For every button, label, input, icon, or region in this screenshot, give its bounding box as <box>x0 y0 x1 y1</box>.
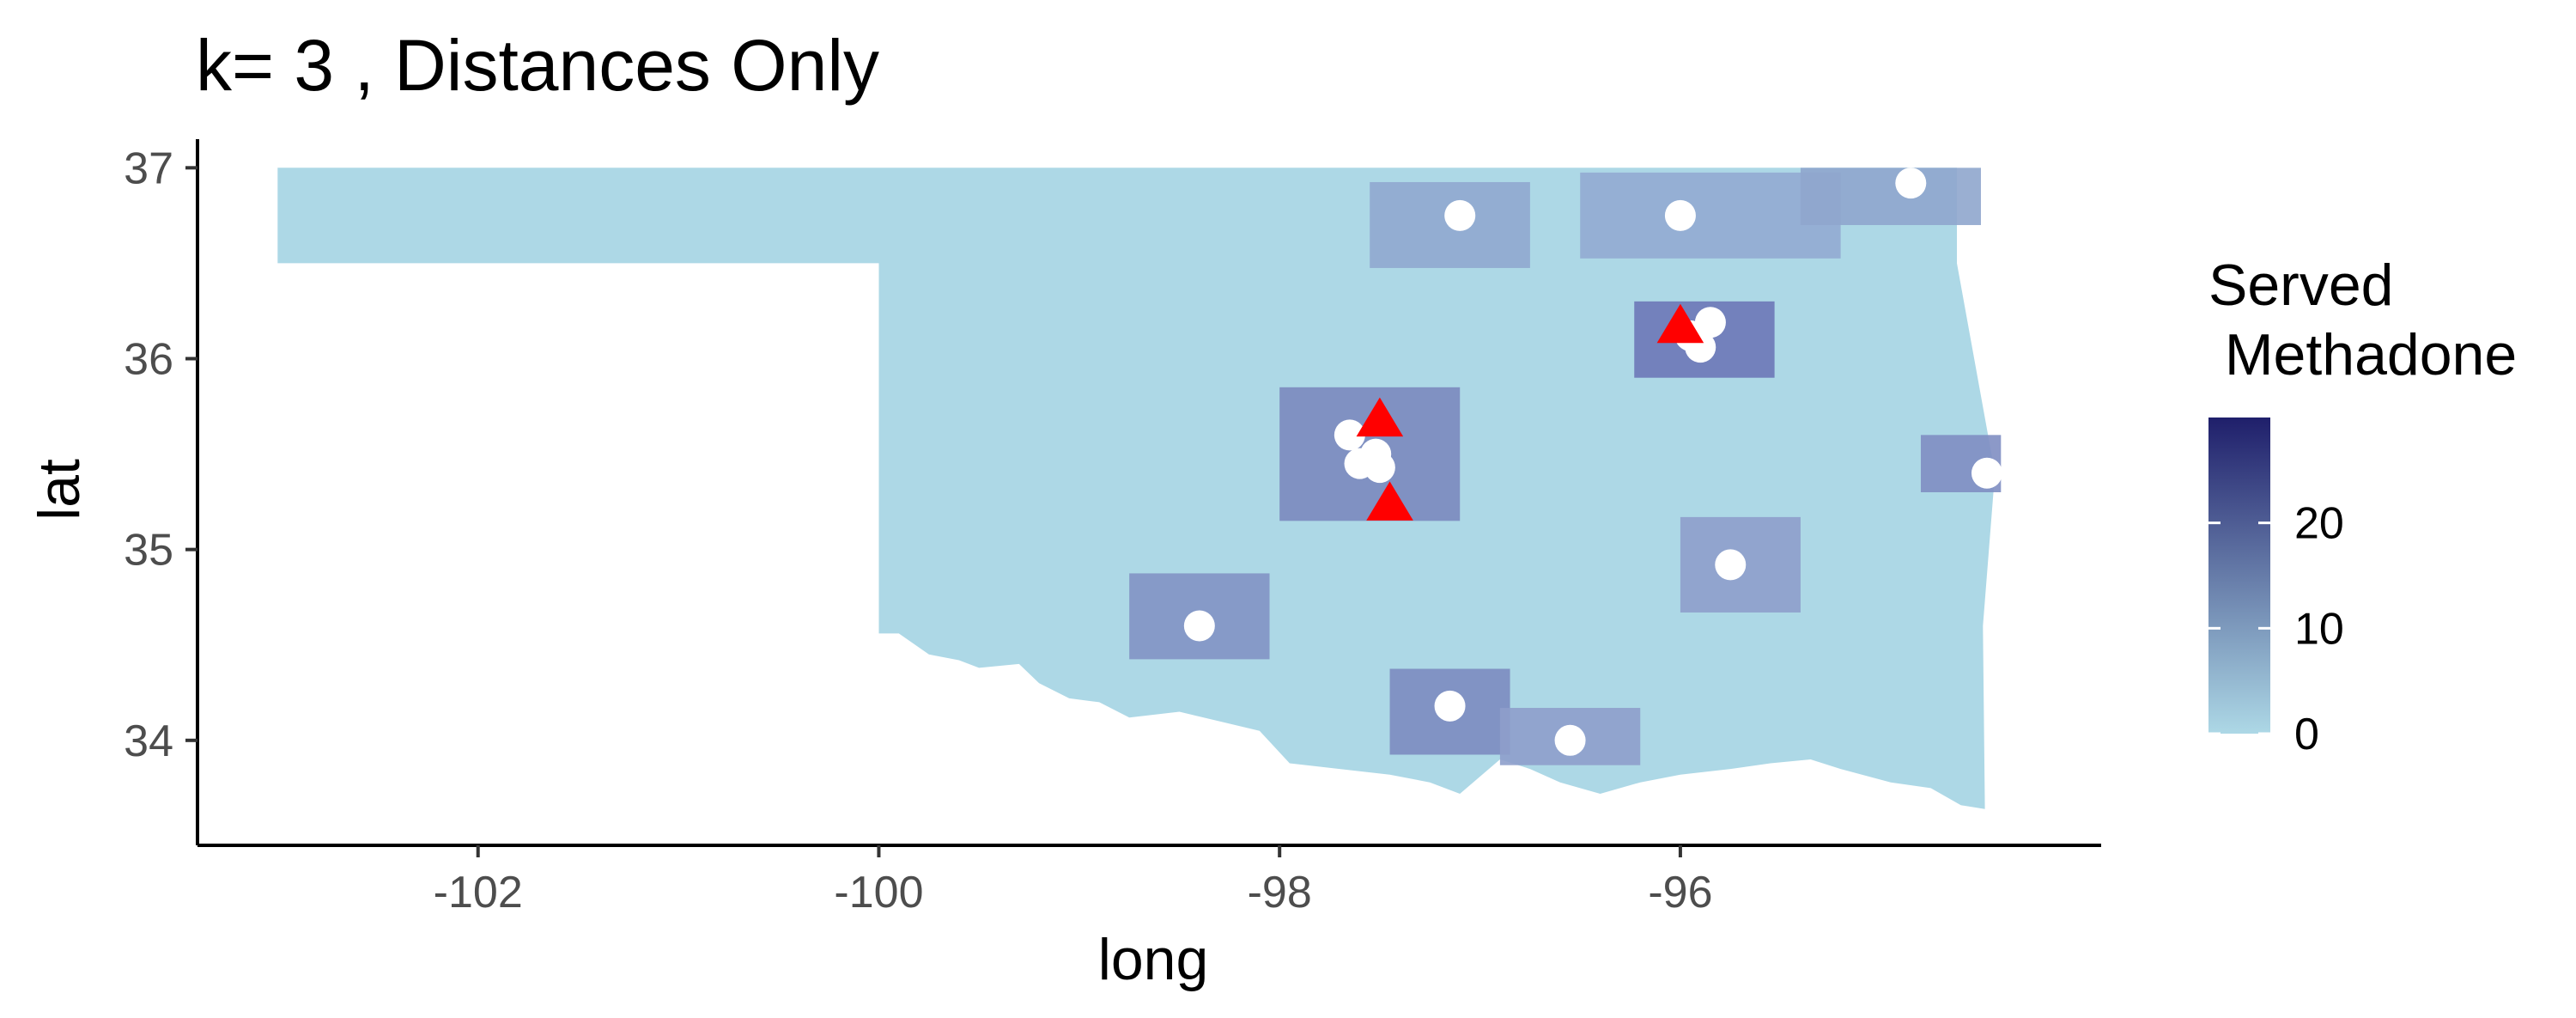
facility-point-1 <box>1444 199 1476 231</box>
x-tick-label-2: -100 <box>834 868 923 917</box>
service-region-3 <box>1800 168 1981 225</box>
facility-point-2 <box>1664 199 1696 231</box>
y-tick-label-4: 37 <box>124 143 173 193</box>
legend-label-1: 0 <box>2294 710 2319 759</box>
chart-title: k= 3 , Distances Only <box>196 25 879 106</box>
y-tick-label-3: 36 <box>124 334 173 384</box>
facility-point-10 <box>1364 452 1395 484</box>
legend-ticks: 0 10 20 <box>2208 499 2344 759</box>
facility-point-15 <box>1554 724 1586 756</box>
x-tick-label-4: -96 <box>1648 868 1712 917</box>
legend-title-line-2: Methadone <box>2208 322 2517 387</box>
legend-label-2: 10 <box>2294 604 2344 654</box>
legend-colorbar <box>2208 418 2270 734</box>
x-axis-title: long <box>1098 927 1209 992</box>
legend-title: Served Methadone <box>2208 253 2517 387</box>
x-tick-label-3: -98 <box>1248 868 1312 917</box>
y-tick-label-1: 34 <box>124 716 173 766</box>
facility-point-3 <box>1895 168 1927 199</box>
legend-label-3: 20 <box>2294 499 2344 549</box>
selected-site-marker-2 <box>1356 397 1404 437</box>
selected-site-marker-1 <box>1656 303 1704 344</box>
legend-title-line-1: Served <box>2208 253 2393 318</box>
service-region-2 <box>1580 172 1841 259</box>
y-axis-title: lat <box>27 459 92 521</box>
map-layer <box>277 168 2002 809</box>
y-tick-label-2: 35 <box>124 526 173 576</box>
tick-layer: -102 -100 -98 -96 34 35 36 37 <box>124 143 1712 917</box>
facility-point-13 <box>1183 610 1215 642</box>
state-outline <box>277 168 1996 809</box>
facility-point-12 <box>1715 549 1747 581</box>
marker-layer <box>1183 168 2002 756</box>
facility-point-14 <box>1434 690 1466 722</box>
x-tick-label-1: -102 <box>434 868 523 917</box>
selected-site-marker-3 <box>1366 481 1413 521</box>
legend: Served Methadone 0 10 20 <box>2208 253 2517 759</box>
facility-point-7 <box>1334 419 1365 451</box>
facility-point-11 <box>1971 457 2002 489</box>
